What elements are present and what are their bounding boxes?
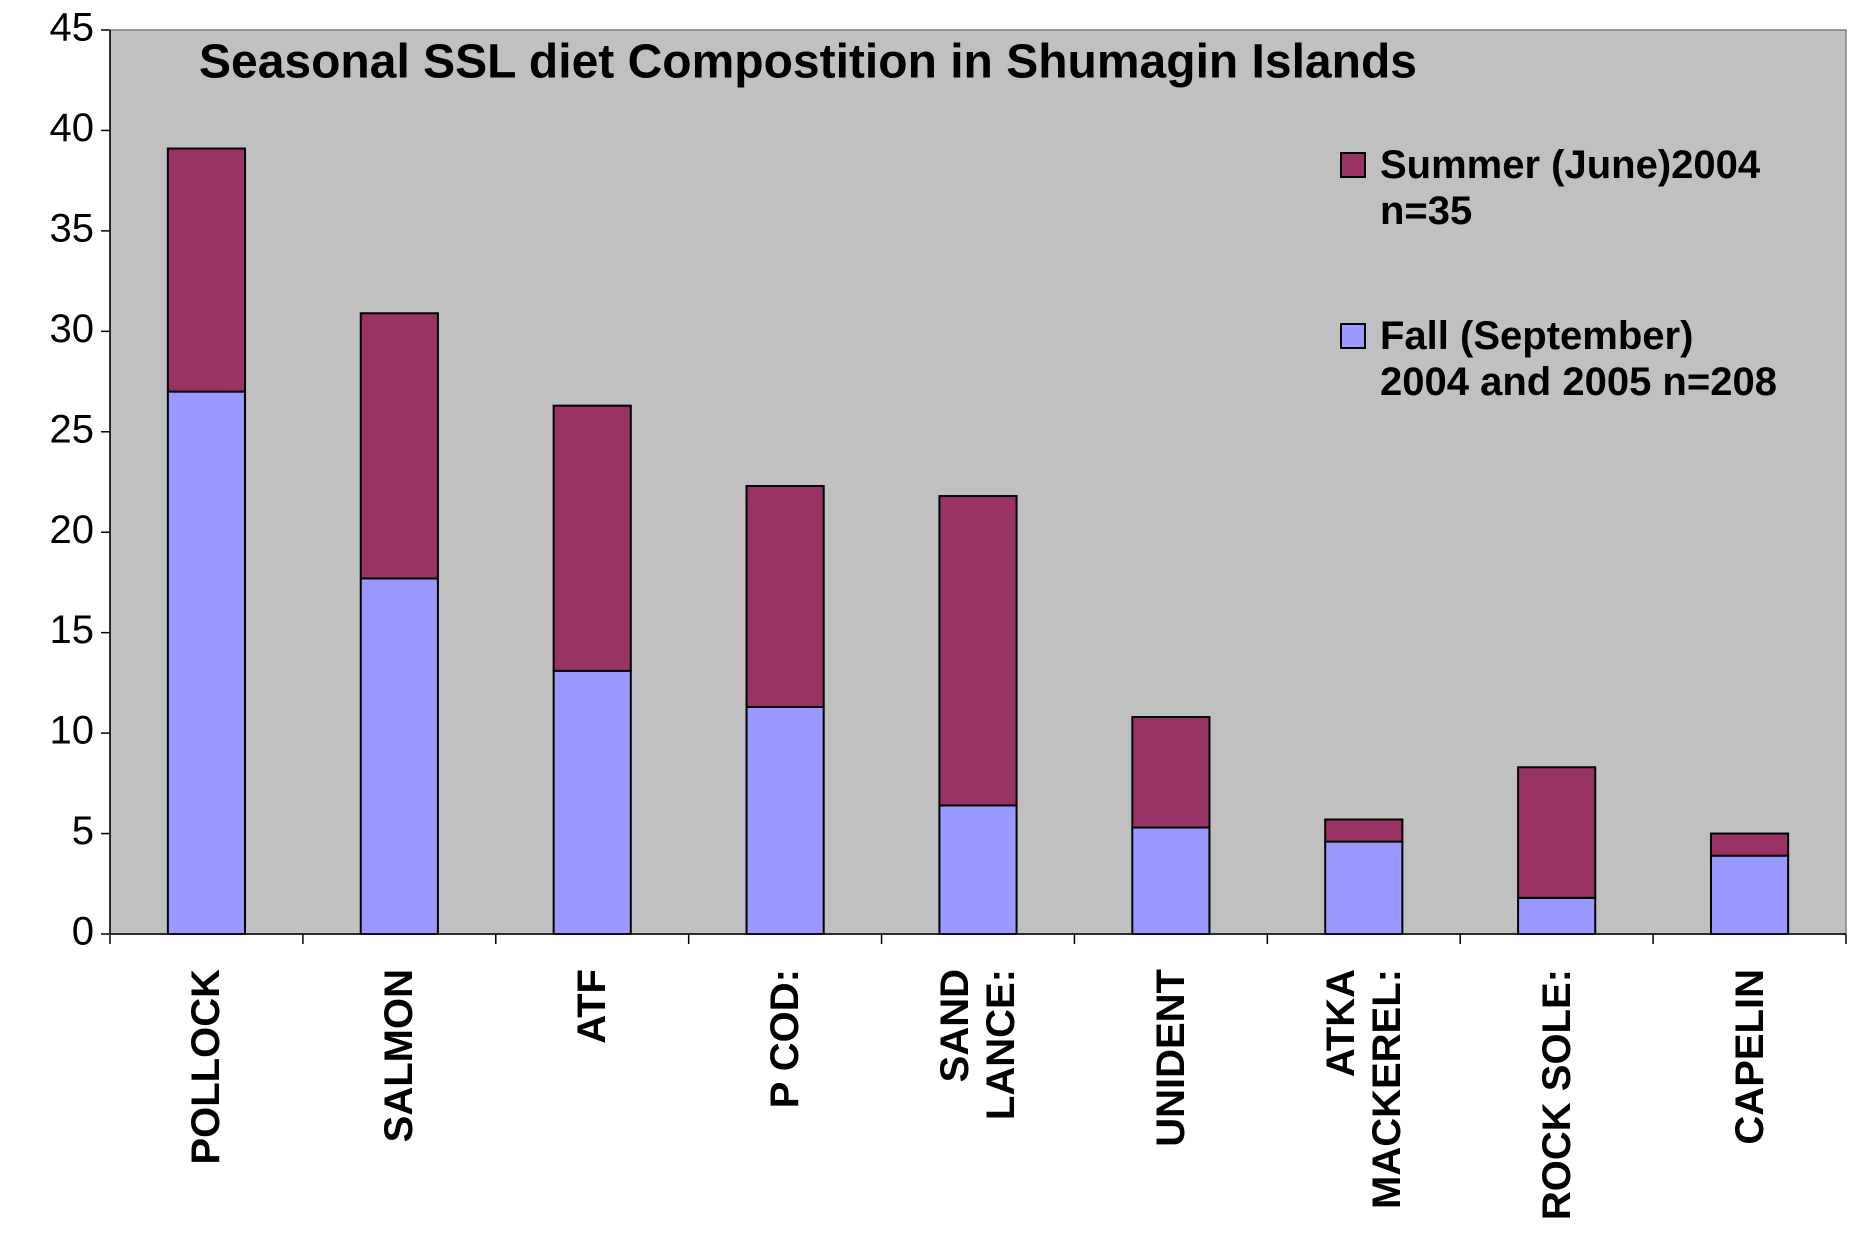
y-tick-label: 35 xyxy=(50,206,95,250)
y-tick-label: 5 xyxy=(72,809,94,853)
legend-label: Fall (September) 2004 and 2005 n=208 xyxy=(1380,314,1777,404)
x-tick-label: POLLOCK xyxy=(184,969,229,1165)
y-tick-label: 45 xyxy=(50,6,95,50)
x-tick-label: CAPELIN xyxy=(1727,969,1772,1145)
bar-segment xyxy=(938,804,1018,935)
bar-segment xyxy=(166,390,247,936)
x-tick-label: P COD: xyxy=(763,969,808,1109)
bar-segment xyxy=(359,577,439,936)
chart-title: Seasonal SSL diet Compostition in Shumag… xyxy=(199,36,1417,89)
y-tick-label: 20 xyxy=(50,508,95,552)
bar-segment xyxy=(1324,818,1404,843)
y-tick-label: 0 xyxy=(72,910,94,954)
legend-swatch xyxy=(1340,152,1366,178)
bar-segment xyxy=(359,312,439,580)
bar-segment xyxy=(166,147,247,393)
bar-segment xyxy=(552,404,632,672)
bar-segment xyxy=(1709,854,1790,935)
bar-segment xyxy=(1131,716,1211,829)
bar-segment xyxy=(552,669,632,936)
bar-segment xyxy=(1709,832,1790,857)
y-tick-label: 25 xyxy=(50,407,95,451)
bar-segment xyxy=(745,485,825,708)
y-tick-label: 15 xyxy=(50,608,95,652)
x-tick-label: UNIDENT xyxy=(1148,969,1193,1147)
y-tick-label: 10 xyxy=(50,709,95,753)
x-tick-label: SALMON xyxy=(377,969,422,1143)
y-tick-label: 40 xyxy=(50,106,95,150)
x-tick-label: ATF xyxy=(570,969,615,1044)
legend-swatch xyxy=(1340,323,1366,349)
bar-segment xyxy=(745,705,825,935)
bar-segment xyxy=(1131,826,1211,935)
x-tick-label: SAND LANCE: xyxy=(933,969,1023,1121)
legend-label: Summer (June)2004 n=35 xyxy=(1380,143,1761,233)
y-tick-label: 30 xyxy=(50,307,95,351)
bar-segment xyxy=(1324,840,1404,936)
bar-segment xyxy=(1517,766,1597,899)
bar-segment xyxy=(938,495,1018,807)
bar-segment xyxy=(1517,896,1597,936)
x-tick-label: ROCK SOLE: xyxy=(1534,969,1579,1221)
x-tick-label: ATKA MACKEREL: xyxy=(1318,969,1409,1209)
